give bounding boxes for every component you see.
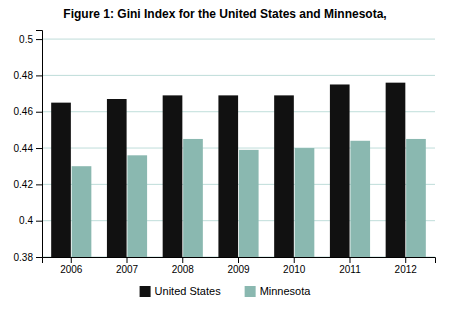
legend-item: United States xyxy=(140,285,222,297)
grid-line xyxy=(42,220,435,221)
bar xyxy=(295,148,315,257)
y-axis-line xyxy=(36,31,43,258)
y-axis: 0.38 0.4 0.42 0.44 0.46 0.48 0.5 xyxy=(14,31,43,263)
y-tick: 0.5 xyxy=(19,34,42,45)
title: Figure 1: Gini Index for the United Stat… xyxy=(63,7,386,21)
x-tick: 2012 xyxy=(395,257,418,275)
x-tick: 2010 xyxy=(283,257,306,275)
y-tick-mark xyxy=(36,184,42,185)
x-axis-line xyxy=(43,258,436,264)
bar xyxy=(107,99,127,257)
y-tick-label: 0.44 xyxy=(14,143,34,154)
y-tick: 0.42 xyxy=(14,179,42,190)
bar-series xyxy=(72,139,426,257)
bar xyxy=(72,166,92,257)
bar xyxy=(386,83,406,257)
x-tick: 2011 xyxy=(339,257,361,275)
bar xyxy=(330,84,350,257)
x-tick-mark xyxy=(238,257,239,263)
x-tick-label: 2012 xyxy=(395,264,418,275)
y-tick-mark xyxy=(36,221,42,222)
y-tick-mark xyxy=(36,257,42,258)
legend-label: Minnesota xyxy=(260,285,312,297)
legend: United States Minnesota xyxy=(140,285,312,297)
grid-line xyxy=(42,111,435,112)
y-tick: 0.48 xyxy=(14,70,42,81)
plot: 0.380.40.420.440.460.480.520062007200820… xyxy=(14,31,436,276)
legend-item: Minnesota xyxy=(245,285,312,297)
y-tick: 0.38 xyxy=(14,252,42,263)
bar xyxy=(218,95,238,257)
bar-series xyxy=(51,83,405,257)
y-tick: 0.44 xyxy=(14,143,42,154)
x-tick-label: 2011 xyxy=(339,264,361,275)
y-tick-mark xyxy=(36,39,42,40)
legend-label: United States xyxy=(155,285,222,297)
y-tick-label: 0.46 xyxy=(14,106,34,117)
bar xyxy=(350,141,370,257)
bar xyxy=(127,155,147,257)
x-tick: 2008 xyxy=(172,257,195,275)
bar xyxy=(239,150,259,257)
y-tick-label: 0.38 xyxy=(14,252,34,263)
bar xyxy=(183,139,203,257)
x-tick-mark xyxy=(294,257,295,263)
y-tick-label: 0.4 xyxy=(19,215,33,226)
x-tick-label: 2010 xyxy=(283,264,306,275)
grid-line xyxy=(42,184,435,185)
grid-line xyxy=(42,148,435,149)
y-tick-label: 0.42 xyxy=(14,179,34,190)
legend-swatch xyxy=(140,286,151,297)
y-tick-label: 0.48 xyxy=(14,70,34,81)
x-tick: 2006 xyxy=(60,257,83,275)
y-tick: 0.46 xyxy=(14,106,42,117)
x-axis: 2006 2007 2008 2009 2010 2011 2012 xyxy=(43,257,436,275)
bar xyxy=(163,95,183,257)
bar xyxy=(274,95,294,257)
bars xyxy=(51,83,426,257)
x-tick-label: 2009 xyxy=(227,264,250,275)
y-tick: 0.4 xyxy=(19,215,42,226)
x-tick: 2007 xyxy=(116,257,139,275)
grid-line xyxy=(42,75,435,76)
x-tick-mark xyxy=(182,257,183,263)
bar xyxy=(406,139,426,257)
grid-line xyxy=(42,39,435,40)
y-tick-mark xyxy=(36,75,42,76)
y-tick-mark xyxy=(36,148,42,149)
x-tick-label: 2006 xyxy=(60,264,83,275)
legend-swatch xyxy=(245,286,256,297)
x-tick: 2009 xyxy=(227,257,250,275)
x-tick-mark xyxy=(127,257,128,263)
y-tick-label: 0.5 xyxy=(19,34,33,45)
x-tick-label: 2008 xyxy=(172,264,195,275)
x-tick-label: 2007 xyxy=(116,264,139,275)
chart: 0.380.40.420.440.460.480.520062007200820… xyxy=(0,0,450,309)
x-tick-mark xyxy=(349,257,350,263)
x-tick-mark xyxy=(405,257,406,263)
y-tick-mark xyxy=(36,112,42,113)
grid xyxy=(42,39,435,257)
x-tick-mark xyxy=(71,257,72,263)
bar xyxy=(51,103,71,257)
